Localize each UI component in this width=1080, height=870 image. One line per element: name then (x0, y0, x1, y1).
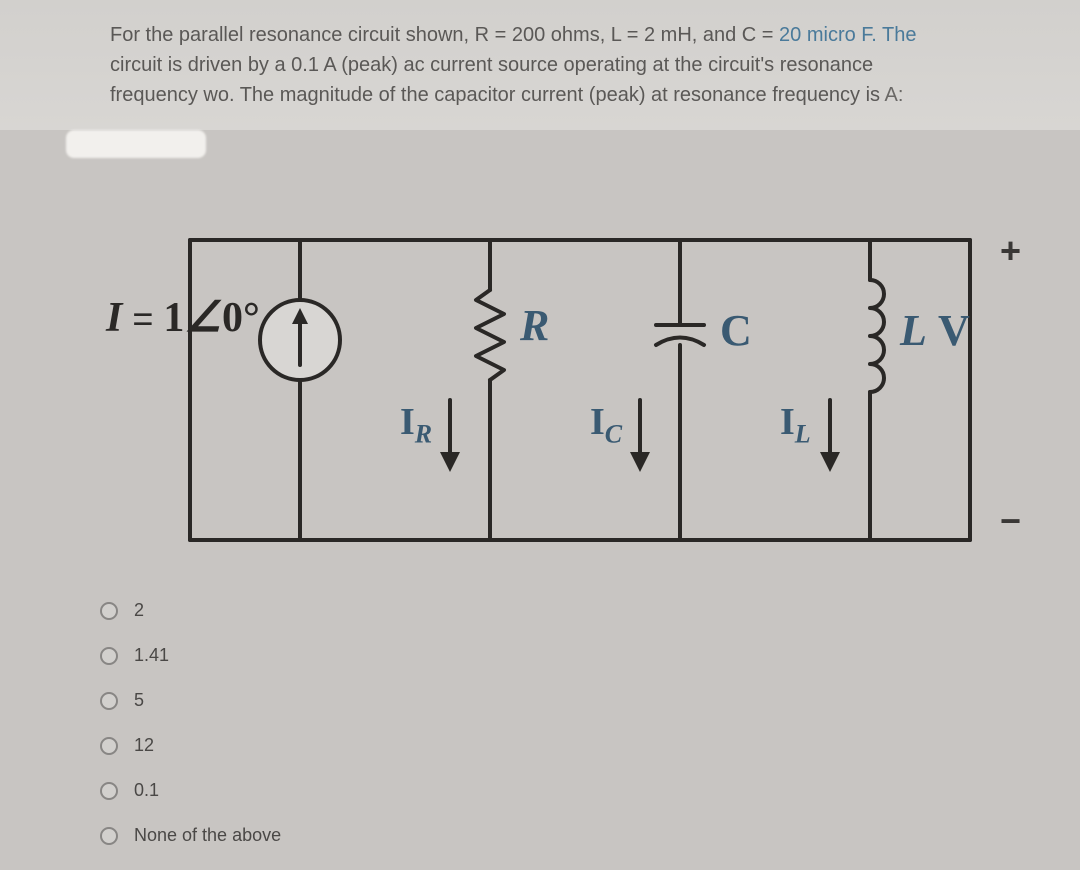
radio-icon[interactable] (100, 737, 118, 755)
q-line2: circuit is driven by a 0.1 A (peak) ac c… (110, 54, 873, 76)
q-line1b: 20 micro F. The (779, 24, 916, 46)
il-sub: L (795, 420, 811, 449)
label-V: V (938, 305, 970, 356)
circuit-diagram (100, 200, 1000, 580)
label-C: C (720, 305, 752, 356)
option-row[interactable]: 2 (100, 600, 281, 621)
il-main: I (780, 401, 795, 443)
option-row[interactable]: 5 (100, 690, 281, 711)
option-label: None of the above (134, 825, 281, 846)
option-label: 2 (134, 600, 144, 621)
label-IR: IR (400, 400, 432, 450)
option-label: 0.1 (134, 780, 159, 801)
option-row[interactable]: 0.1 (100, 780, 281, 801)
plus-sign: + (1000, 230, 1021, 272)
ic-main: I (590, 401, 605, 443)
option-row[interactable]: 12 (100, 735, 281, 756)
q-line3b: A: (885, 84, 904, 106)
label-IC: IC (590, 400, 622, 450)
label-L: L (900, 305, 927, 356)
label-IL: IL (780, 400, 811, 450)
radio-icon[interactable] (100, 827, 118, 845)
label-R: R (520, 300, 549, 351)
option-label: 1.41 (134, 645, 169, 666)
option-label: 5 (134, 690, 144, 711)
option-row[interactable]: None of the above (100, 825, 281, 846)
ir-sub: R (415, 420, 432, 449)
radio-icon[interactable] (100, 782, 118, 800)
q-line3a: frequency wo. The magnitude of the capac… (110, 84, 885, 106)
minus-sign: − (1000, 500, 1021, 542)
radio-icon[interactable] (100, 602, 118, 620)
option-row[interactable]: 1.41 (100, 645, 281, 666)
ic-sub: C (605, 420, 622, 449)
redaction-patch (66, 130, 206, 158)
question-text: For the parallel resonance circuit shown… (0, 0, 1080, 130)
radio-icon[interactable] (100, 647, 118, 665)
q-line1a: For the parallel resonance circuit shown… (110, 24, 779, 46)
radio-icon[interactable] (100, 692, 118, 710)
ir-main: I (400, 401, 415, 443)
option-label: 12 (134, 735, 154, 756)
options-list: 2 1.41 5 12 0.1 None of the above (100, 600, 281, 870)
